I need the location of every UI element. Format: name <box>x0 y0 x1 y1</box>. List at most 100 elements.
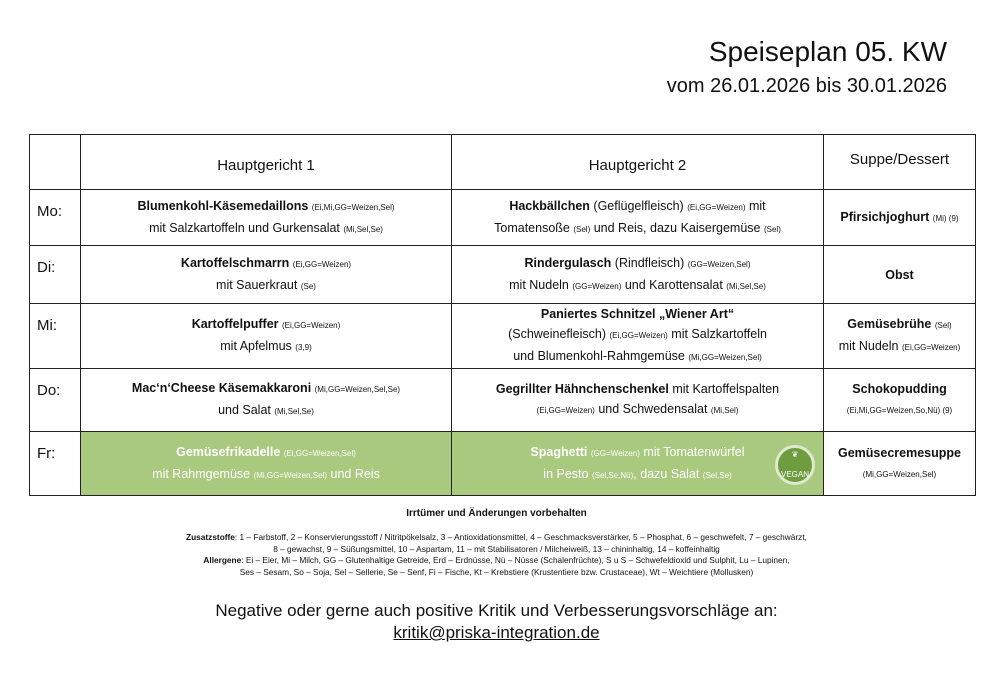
dish-line: Schokopudding <box>824 379 975 399</box>
additives-text: : 1 – Farbstoff, 2 – Konservierungsstoff… <box>234 532 807 542</box>
disclaimer: Irrtümer und Änderungen vorbehalten <box>406 508 587 519</box>
dish-line: mit Nudeln (Ei,GG=Weizen) <box>824 336 975 358</box>
allergen-note: (Mi,Sel,Se) <box>726 281 766 291</box>
dish-name: Schokopudding <box>852 382 947 396</box>
dish-main-1: Kartoffelschmarrn (Ei,GG=Weizen) mit Saue… <box>80 245 452 304</box>
dish-line: Gemüsecremesuppe <box>824 443 975 463</box>
dish-main-2: Hackbällchen (Geflügelfleisch) (Ei,GG=We… <box>451 189 824 246</box>
dish-line: (Ei,GG=Weizen) und Schwedensalat (Mi,Sel… <box>452 399 823 421</box>
date-range: vom 26.01.2026 bis 30.01.2026 <box>666 75 947 97</box>
dish-name: Pfirsichjoghurt <box>840 209 933 224</box>
allergen-note: (Ei,GG=Weizen,Sel) <box>283 448 356 458</box>
day-label: Do: <box>29 368 81 432</box>
dish-text: mit Sauerkraut <box>216 277 301 292</box>
dish-soup-dessert: Obst <box>823 245 976 304</box>
column-header-main-2: Hauptgericht 2 <box>451 134 824 190</box>
dish-text: mit Salzkartoffeln <box>667 327 767 341</box>
allergen-note: (Mi,Sel) <box>710 406 739 415</box>
dish-line: Mac‘n‘Cheese Käsemakkaroni (Mi,GG=Weizen… <box>81 378 451 400</box>
dish-soup-dessert: Gemüsebrühe (Sel) mit Nudeln (Ei,GG=Weize… <box>823 303 976 369</box>
feedback-text: Negative oder gerne auch positive Kritik… <box>215 601 778 620</box>
allergen-note: (Mi,Sel,Se) <box>274 407 314 416</box>
allergen-note: (Sel,Se) <box>702 470 732 480</box>
dish-text: mit Tomatenwürfel <box>639 444 745 459</box>
dish-text: und Schwedensalat <box>594 402 711 416</box>
additives-label: Zusatzstoffe <box>186 532 235 542</box>
allergen-note: (Ei,GG=Weizen) <box>281 321 341 330</box>
dish-text: in Pesto <box>543 466 592 481</box>
dish-name: Gemüsecremesuppe <box>838 445 961 460</box>
dish-line: Hackbällchen (Geflügelfleisch) (Ei,GG=We… <box>452 196 823 218</box>
dish-name: Gemüsebrühe <box>847 317 935 331</box>
feedback: Negative oder gerne auch positive Kritik… <box>0 600 993 644</box>
day-label: Fr: <box>29 431 81 496</box>
allergen-note: (3,9) <box>295 343 312 352</box>
dish-text: (Rindfleisch) <box>614 255 688 270</box>
dish-line: und Salat (Mi,Sel,Se) <box>81 400 451 422</box>
allergen-note: (Ei,Mi,GG=Weizen,Sel) <box>311 202 395 212</box>
dish-text: und Reis, dazu Kaisergemüse <box>590 220 764 235</box>
dish-name: Kartoffelschmarrn <box>180 255 293 270</box>
allergen-note: (Sel) <box>573 224 591 234</box>
dish-line: in Pesto (Sel,Se,Nü), dazu Salat (Sel,Se… <box>452 464 823 486</box>
dish-main-2: Rindergulasch (Rindfleisch) (GG=Weizen,S… <box>451 245 824 304</box>
dish-text: und Blumenkohl-Rahmgemüse <box>513 349 689 363</box>
allergens-text-2: Ses – Sesam, So – Soja, Sel – Sellerie, … <box>239 566 754 577</box>
dish-main-2: Paniertes Schnitzel „Wiener Art“ (Schwein… <box>451 303 824 369</box>
dish-line: Kartoffelschmarrn (Ei,GG=Weizen) <box>81 253 451 275</box>
dish-line: mit Rahmgemüse (Mi,GG=Weizen,Sel) und Re… <box>81 464 451 486</box>
allergen-note: (Mi,GG=Weizen,Sel,Se) <box>314 385 401 394</box>
column-header-soup-dessert: Suppe/Dessert <box>823 134 976 190</box>
allergen-note: (Mi) (9) <box>932 213 959 223</box>
dish-text: mit Apfelmus <box>220 339 296 353</box>
dish-line: und Blumenkohl-Rahmgemüse (Mi,GG=Weizen,… <box>452 346 823 368</box>
dish-text: (Geflügelfleisch) <box>593 198 688 213</box>
dish-line: Kartoffelpuffer (Ei,GG=Weizen) <box>81 314 451 336</box>
dish-text: mit Nudeln <box>838 339 902 353</box>
allergens-label: Allergene <box>203 555 242 565</box>
dish-soup-dessert: Schokopudding (Ei,Mi,GG=Weizen,So,Nü) (9) <box>823 368 976 432</box>
allergen-note: (GG=Weizen,Sel) <box>687 259 751 269</box>
dish-name: Kartoffelpuffer <box>191 317 282 331</box>
dish-text: , dazu Salat <box>633 466 703 481</box>
allergen-note: (Mi,GG=Weizen,Sel) <box>253 470 328 480</box>
page-title: Speiseplan 05. KW <box>708 36 947 67</box>
dish-line: Paniertes Schnitzel „Wiener Art“ <box>452 304 823 324</box>
menu-row: Mo: Blumenkohl-Käsemedaillons (Ei,Mi,GG=W… <box>29 189 976 246</box>
allergen-note: (Mi,GG=Weizen,Sel) <box>862 469 937 479</box>
dish-line: mit Apfelmus (3,9) <box>81 336 451 358</box>
allergen-note: (Se) <box>300 281 316 291</box>
header-row: Hauptgericht 1 Hauptgericht 2 Suppe/Dess… <box>29 134 976 190</box>
menu-table: Hauptgericht 1 Hauptgericht 2 Suppe/Dess… <box>29 134 976 496</box>
dish-line: Obst <box>824 265 975 285</box>
feedback-email-link[interactable]: kritik@priska-integration.de <box>393 623 600 642</box>
allergen-note: (Mi,GG=Weizen,Sel) <box>688 353 762 362</box>
dish-name: Mac‘n‘Cheese Käsemakkaroni <box>131 381 315 395</box>
dish-line: mit Sauerkraut (Se) <box>81 275 451 297</box>
additives-text-2: 8 – gewachst, 9 – Süßungsmittel, 10 – As… <box>273 543 720 554</box>
dish-line: Pfirsichjoghurt (Mi) (9) <box>824 207 975 229</box>
allergens-text: : Ei – Eier, Mi – Milch, GG – Glutenhalt… <box>241 555 790 565</box>
dish-main-1: Blumenkohl-Käsemedaillons (Ei,Mi,GG=Weiz… <box>80 189 452 246</box>
dish-main-2: Gegrillter Hähnchenschenkel mit Kartoffe… <box>451 368 824 432</box>
dish-text: und Reis <box>327 466 380 481</box>
day-label: Di: <box>29 245 81 304</box>
column-header-day <box>29 134 81 190</box>
column-header-main-1: Hauptgericht 1 <box>80 134 452 190</box>
menu-row: Mi: Kartoffelpuffer (Ei,GG=Weizen) mit Apf… <box>29 303 976 369</box>
dish-line: (Schweinefleisch) (Ei,GG=Weizen) mit Sal… <box>452 324 823 346</box>
dish-text: mit Rahmgemüse <box>152 466 254 481</box>
dish-soup-dessert: Pfirsichjoghurt (Mi) (9) <box>823 189 976 246</box>
dish-text: und Salat <box>218 403 275 417</box>
menu-row: Di: Kartoffelschmarrn (Ei,GG=Weizen) mit S… <box>29 245 976 304</box>
legend: Zusatzstoffe: 1 – Farbstoff, 2 – Konserv… <box>0 532 993 578</box>
dish-main-1: Mac‘n‘Cheese Käsemakkaroni (Mi,GG=Weizen… <box>80 368 452 432</box>
allergen-note: (Sel,Se,Nü) <box>591 470 634 480</box>
allergen-note: (Ei,GG=Weizen) <box>292 259 352 269</box>
dish-text: mit Kartoffelspalten <box>668 382 780 396</box>
dish-line: Gemüsefrikadelle (Ei,GG=Weizen,Sel) <box>81 442 451 464</box>
day-label: Mo: <box>29 189 81 246</box>
dish-soup-dessert: Gemüsecremesuppe (Mi,GG=Weizen,Sel) <box>823 431 976 496</box>
dish-line: Gegrillter Hähnchenschenkel mit Kartoffe… <box>452 379 823 399</box>
allergen-note: (GG=Weizen) <box>590 448 640 458</box>
